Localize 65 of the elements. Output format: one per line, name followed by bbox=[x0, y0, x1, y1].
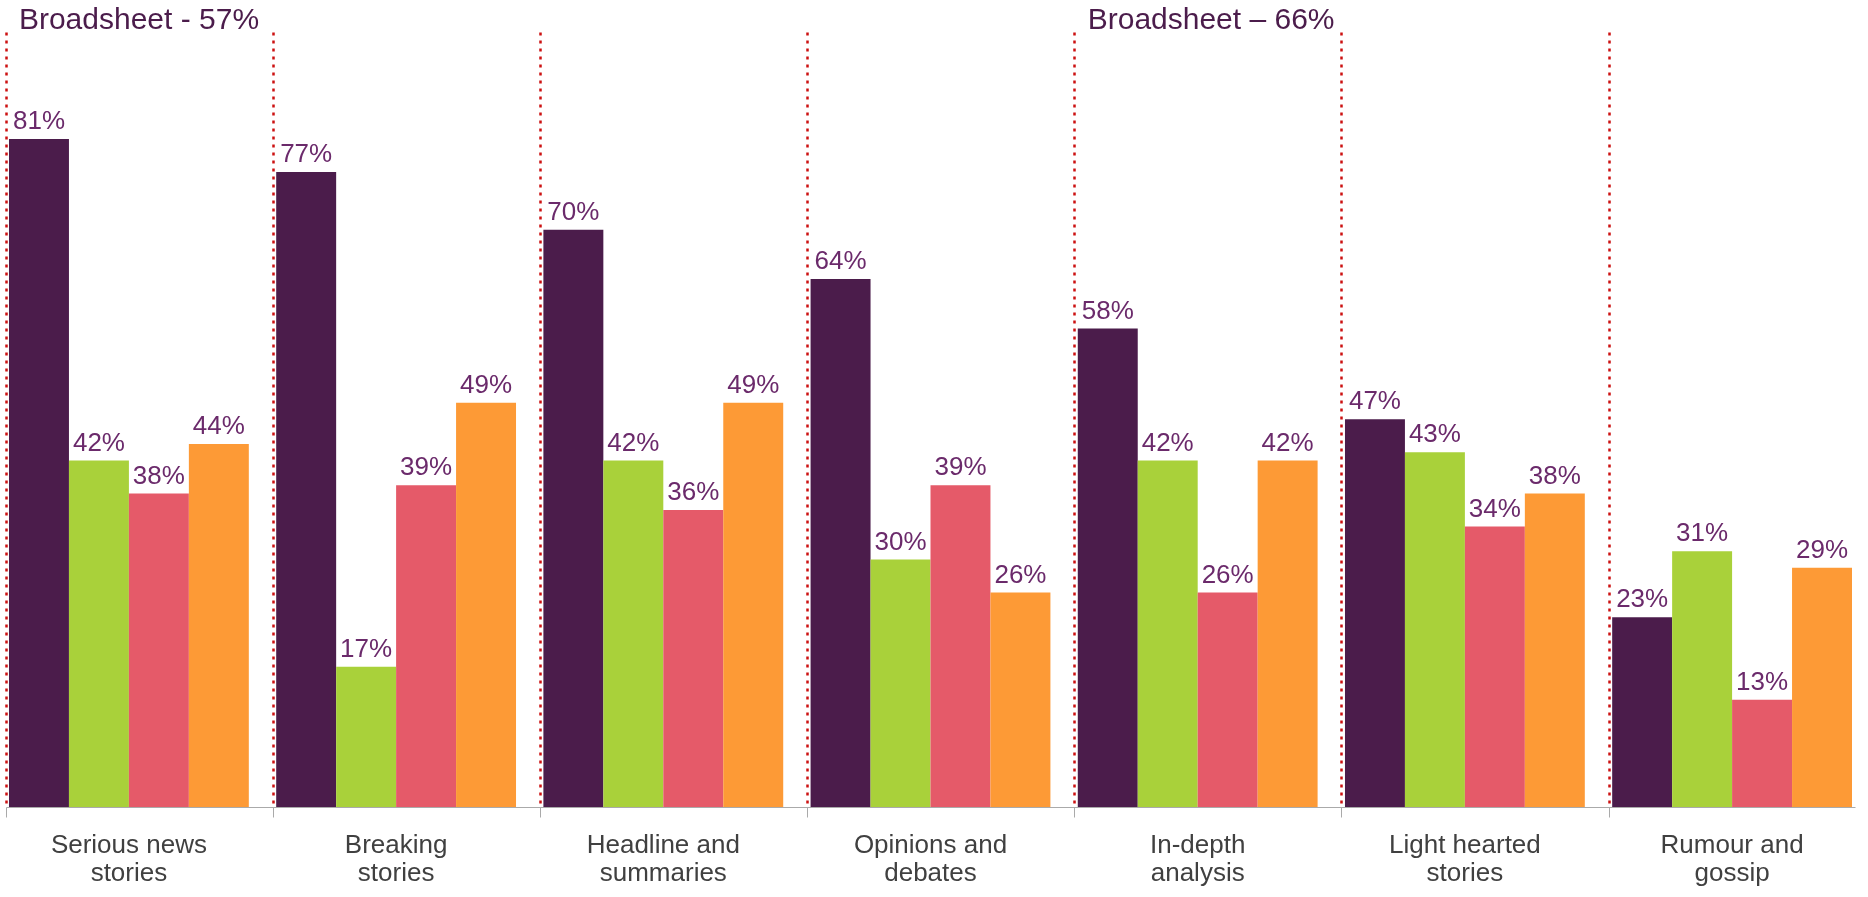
bar bbox=[188, 444, 249, 807]
bar bbox=[1732, 699, 1793, 807]
data-label: 42% bbox=[72, 426, 125, 457]
bar bbox=[1137, 460, 1198, 807]
x-tick-label: Headline and summaries bbox=[586, 828, 740, 887]
bar bbox=[543, 229, 604, 807]
bar bbox=[1077, 328, 1138, 807]
bar bbox=[276, 171, 337, 807]
bar bbox=[930, 485, 991, 807]
bar bbox=[1197, 592, 1258, 807]
bar bbox=[1524, 493, 1585, 807]
bar bbox=[1404, 452, 1465, 807]
data-label: 36% bbox=[667, 476, 720, 507]
bar bbox=[870, 559, 931, 807]
bar bbox=[68, 460, 129, 807]
bar bbox=[1344, 419, 1405, 807]
bar bbox=[1464, 526, 1525, 807]
data-label: 39% bbox=[934, 451, 987, 482]
bar bbox=[396, 485, 457, 807]
bar bbox=[1612, 617, 1673, 807]
x-tick-label: Opinions and debates bbox=[853, 828, 1008, 887]
data-label: 13% bbox=[1736, 665, 1789, 696]
x-tick-label: In-depth analysis bbox=[1149, 828, 1246, 887]
data-label: 17% bbox=[340, 632, 393, 663]
x-tick-label: Rumour and gossip bbox=[1660, 828, 1804, 887]
bar bbox=[1792, 567, 1852, 807]
bar bbox=[663, 510, 724, 807]
data-label: 43% bbox=[1408, 418, 1461, 449]
data-label: 26% bbox=[994, 558, 1047, 589]
data-label: 42% bbox=[1141, 426, 1194, 457]
bar bbox=[603, 460, 664, 807]
bar bbox=[1257, 460, 1318, 807]
data-label: 39% bbox=[400, 451, 453, 482]
data-label: 81% bbox=[12, 104, 65, 135]
data-label: 38% bbox=[132, 459, 185, 490]
data-label: 30% bbox=[874, 525, 927, 556]
bar bbox=[1672, 551, 1733, 807]
bar bbox=[990, 592, 1051, 807]
data-label: 23% bbox=[1616, 583, 1669, 614]
bar bbox=[723, 402, 784, 807]
bar bbox=[128, 493, 189, 807]
x-tick-label: Breaking stories bbox=[344, 828, 448, 887]
bar bbox=[456, 402, 517, 807]
bar bbox=[336, 666, 397, 807]
x-tick-label: Serious news stories bbox=[50, 828, 207, 887]
data-label: 70% bbox=[547, 195, 600, 226]
data-label: 38% bbox=[1528, 459, 1581, 490]
data-label: 49% bbox=[460, 368, 513, 399]
data-label: 26% bbox=[1201, 558, 1254, 589]
data-label: 44% bbox=[192, 410, 245, 441]
bar bbox=[810, 279, 871, 807]
data-label: 77% bbox=[280, 137, 333, 168]
x-tick-label: Light hearted stories bbox=[1388, 828, 1541, 887]
data-label: 64% bbox=[814, 245, 867, 276]
data-label: 49% bbox=[727, 368, 780, 399]
data-label: 58% bbox=[1081, 294, 1134, 325]
data-label: 42% bbox=[1261, 426, 1314, 457]
data-label: 34% bbox=[1468, 492, 1521, 523]
text: Broadsheet – 66% bbox=[1087, 2, 1335, 35]
data-label: 47% bbox=[1348, 385, 1401, 416]
data-label: 42% bbox=[607, 426, 660, 457]
bar bbox=[9, 138, 69, 807]
text: Broadsheet - 57% bbox=[18, 2, 260, 35]
data-label: 29% bbox=[1796, 533, 1849, 564]
data-label: 31% bbox=[1676, 517, 1729, 548]
